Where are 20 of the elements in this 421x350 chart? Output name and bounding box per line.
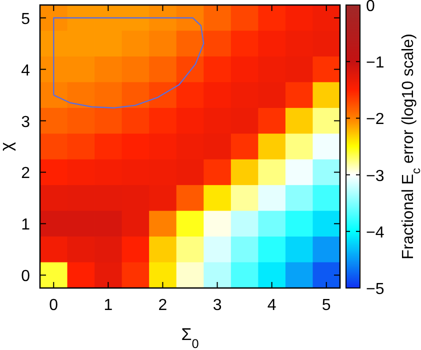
x-axis-title: Σ$_{0}$ <box>181 325 199 350</box>
y-tick-label: 1 <box>21 216 30 234</box>
color-bar-label: 0 <box>366 0 375 15</box>
x-tick-label: 5 <box>322 297 331 314</box>
x-tick-label: 1 <box>104 297 113 314</box>
color-bar-label: −5 <box>366 281 384 298</box>
y-tick-label: 4 <box>21 62 30 80</box>
y-tick-label: 2 <box>21 165 30 182</box>
x-tick-label: 0 <box>49 297 58 314</box>
x-tick-label: 2 <box>158 297 168 314</box>
y-tick-label: 5 <box>21 10 30 28</box>
color-bar-label: −2 <box>366 111 384 128</box>
color-bar-label: −4 <box>366 224 384 242</box>
y-tick-label: 0 <box>21 268 30 286</box>
color-bar-label: −3 <box>366 168 384 185</box>
x-tick-label: 3 <box>212 297 222 314</box>
color-bar-label: −1 <box>366 54 384 72</box>
y-axis-title: χ <box>0 142 16 151</box>
x-tick-label: 4 <box>267 297 276 314</box>
y-tick-label: 3 <box>21 114 30 131</box>
